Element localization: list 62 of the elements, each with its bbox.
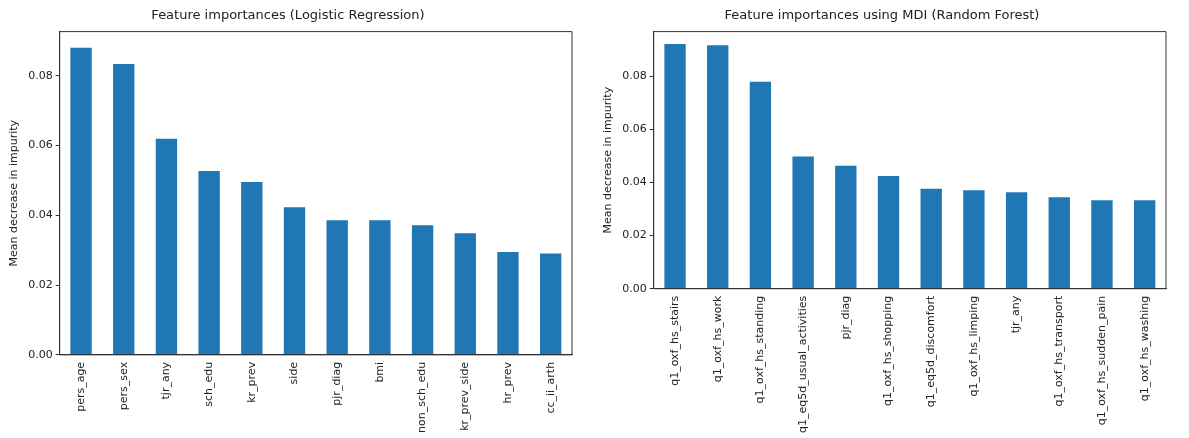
x-tick-label: hr_prev — [500, 361, 514, 404]
y-tick-label: 0.08 — [622, 69, 647, 83]
bar — [707, 45, 729, 289]
y-tick-label: 0.04 — [622, 175, 647, 189]
x-tick-label: q1_oxf_hs_limping — [966, 295, 980, 397]
bar — [241, 181, 263, 355]
bar — [1005, 192, 1028, 289]
bar — [155, 138, 178, 355]
x-tick-label: q1_oxf_hs_standing — [753, 295, 767, 404]
y-axis-title: Mean decrease in impurity — [601, 86, 615, 234]
bar — [920, 188, 942, 289]
x-tick-label: pjr_diag — [330, 361, 344, 406]
chart-title: Feature importances using MDI (Random Forest) — [724, 7, 1040, 23]
bar — [198, 171, 220, 355]
bar — [113, 64, 135, 355]
bar — [1133, 200, 1156, 289]
x-tick-label: cc_ii_arth — [543, 361, 557, 414]
bar — [369, 220, 391, 355]
y-tick-label: 0.04 — [28, 208, 53, 222]
bar — [70, 47, 92, 355]
bar — [1048, 197, 1070, 289]
bar — [963, 190, 985, 289]
x-tick-label: non_sch_edu — [415, 361, 429, 434]
bar — [411, 225, 434, 355]
bar — [497, 251, 519, 355]
x-tick-label: pers_sex — [116, 361, 130, 411]
x-tick-label: bmi — [372, 361, 386, 383]
bar — [835, 165, 857, 289]
x-tick-label: q1_eq5d_usual_activities — [795, 295, 809, 434]
bar — [539, 253, 562, 355]
y-tick-label: 0.08 — [28, 68, 53, 82]
y-axis-title: Mean decrease in impurity — [7, 119, 21, 267]
y-tick-label: 0.02 — [622, 228, 647, 242]
y-tick-label: 0.02 — [28, 277, 53, 291]
x-tick-label: pjr_diag — [838, 295, 852, 340]
bar — [792, 156, 814, 289]
x-tick-label: pers_age — [73, 361, 87, 412]
bar — [283, 207, 306, 355]
x-tick-label: side — [287, 361, 301, 385]
x-tick-label: q1_oxf_hs_washing — [1137, 295, 1151, 402]
x-tick-label: kr_prev_side — [458, 361, 472, 431]
chart-title: Feature importances (Logistic Regression) — [151, 7, 425, 23]
x-tick-label: q1_oxf_hs_work — [710, 295, 724, 383]
x-tick-label: tjr_any — [159, 361, 173, 400]
y-tick-label: 0.00 — [28, 347, 53, 361]
y-tick-label: 0.00 — [622, 281, 647, 295]
bar — [749, 81, 772, 289]
bar — [664, 44, 686, 289]
bar — [877, 176, 900, 289]
x-tick-label: sch_edu — [201, 361, 215, 407]
x-tick-label: q1_oxf_hs_sudden_pain — [1094, 295, 1108, 426]
y-tick-label: 0.06 — [622, 122, 647, 136]
x-tick-label: q1_oxf_hs_stairs — [667, 295, 681, 386]
x-tick-label: q1_oxf_hs_shopping — [881, 295, 895, 407]
y-tick-label: 0.06 — [28, 138, 53, 152]
x-tick-label: kr_prev — [244, 361, 258, 403]
bar — [1091, 200, 1113, 289]
x-tick-label: q1_oxf_hs_transport — [1052, 295, 1066, 407]
bar — [326, 220, 348, 355]
bar — [454, 233, 476, 355]
x-tick-label: q1_eq5d_discomfort — [924, 295, 938, 408]
x-tick-label: tjr_any — [1009, 295, 1023, 334]
